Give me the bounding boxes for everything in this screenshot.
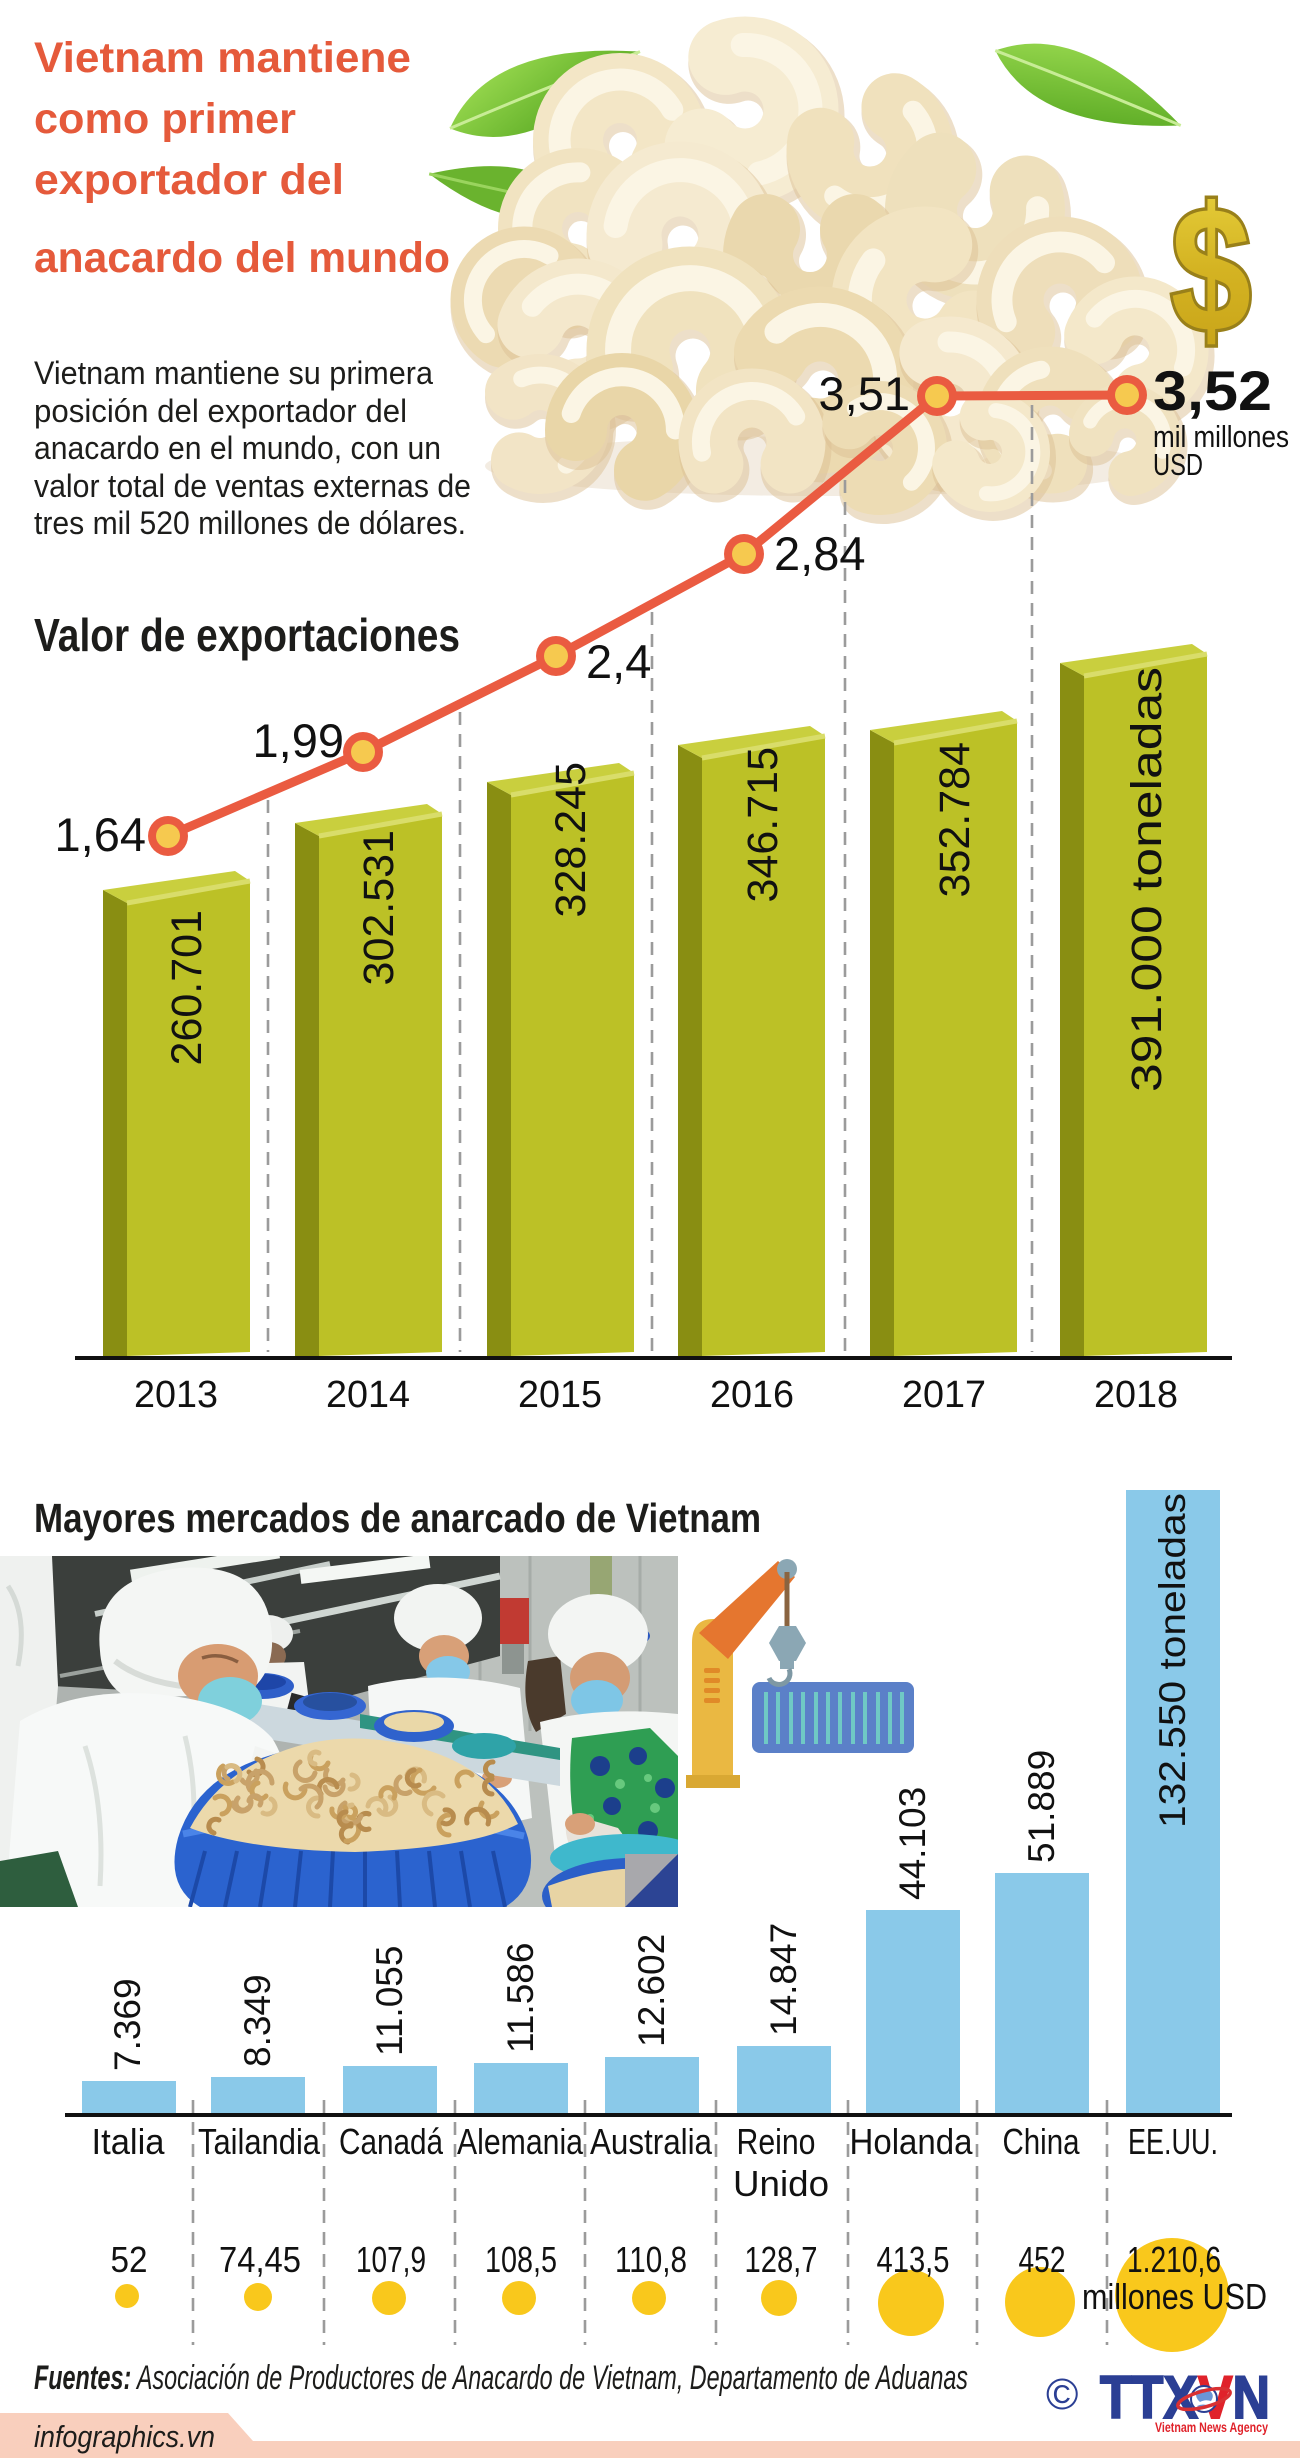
svg-text:Vietnam News Agency: Vietnam News Agency [1155,2419,1268,2435]
svg-text:Holanda: Holanda [850,2121,974,2162]
svg-text:11.586: 11.586 [500,1943,541,2053]
svg-text:TTXVN: TTXVN [1100,2364,1270,2431]
svg-text:3,52: 3,52 [1153,359,1272,422]
svg-text:anacardo del mundo: anacardo del mundo [34,234,450,282]
svg-text:44.103: 44.103 [892,1787,933,1900]
svg-text:Fuentes: Asociación de Product: Fuentes: Asociación de Productores de An… [34,2359,968,2397]
svg-text:132.550 toneladas: 132.550 toneladas [1152,1493,1193,1828]
svg-text:2017: 2017 [902,1374,986,1416]
svg-text:Australia: Australia [590,2121,713,2162]
svg-text:Valor de exportaciones: Valor de exportaciones [34,609,460,661]
svg-text:mil millones: mil millones [1153,419,1289,454]
svg-text:posición del exportador del: posición del exportador del [34,393,407,429]
svg-text:52: 52 [111,2239,148,2280]
svg-text:1.210,6: 1.210,6 [1127,2239,1221,2280]
svg-text:China: China [1003,2121,1081,2162]
svg-text:346.715: 346.715 [739,747,787,902]
svg-text:11.055: 11.055 [369,1946,410,2056]
svg-text:2018: 2018 [1094,1374,1178,1416]
svg-text:Vietnam mantiene su primera: Vietnam mantiene su primera [34,355,433,391]
svg-text:108,5: 108,5 [485,2239,557,2280]
svg-text:1,64: 1,64 [55,808,146,861]
svg-text:$: $ [1171,171,1251,370]
svg-text:110,8: 110,8 [615,2239,687,2280]
svg-text:352.784: 352.784 [931,742,979,897]
svg-text:302.531: 302.531 [355,830,403,985]
svg-text:413,5: 413,5 [877,2239,950,2280]
svg-text:USD: USD [1153,447,1203,482]
svg-text:14.847: 14.847 [763,1923,804,2036]
svg-text:7.369: 7.369 [107,1978,148,2071]
svg-text:51.889: 51.889 [1021,1750,1062,1863]
svg-text:128,7: 128,7 [745,2239,818,2280]
svg-text:Vietnam mantiene: Vietnam mantiene [34,34,411,82]
svg-text:1,99: 1,99 [253,714,344,767]
svg-text:8.349: 8.349 [237,1974,278,2067]
svg-text:Reino: Reino [737,2121,816,2162]
svg-text:12.602: 12.602 [631,1934,672,2047]
svg-text:EE.UU.: EE.UU. [1128,2121,1218,2162]
svg-text:millones USD: millones USD [1082,2276,1267,2317]
svg-text:2015: 2015 [518,1374,602,1416]
svg-text:tres mil 520 millones de dólar: tres mil 520 millones de dólares. [34,505,466,541]
svg-text:2,4: 2,4 [586,635,651,688]
svg-text:107,9: 107,9 [356,2239,426,2280]
svg-text:anacardo en el mundo, con un: anacardo en el mundo, con un [34,430,441,466]
svg-text:2014: 2014 [326,1374,410,1416]
svg-text:como primer: como primer [34,95,296,143]
svg-text:2013: 2013 [134,1374,218,1416]
svg-text:exportador del: exportador del [34,156,344,204]
svg-text:©: © [1046,2370,1078,2419]
svg-text:2,84: 2,84 [774,527,865,580]
svg-text:Canadá: Canadá [339,2121,444,2162]
svg-text:valor total de ventas externas: valor total de ventas externas de [34,468,471,504]
svg-text:Alemania: Alemania [457,2121,584,2162]
svg-text:Unido: Unido [733,2163,829,2204]
svg-text:3,51: 3,51 [819,367,910,420]
svg-text:Tailandia: Tailandia [198,2121,321,2162]
svg-text:328.245: 328.245 [547,762,595,917]
svg-text:infographics.vn: infographics.vn [34,2419,215,2454]
svg-text:452: 452 [1019,2239,1066,2280]
svg-text:2016: 2016 [710,1374,794,1416]
svg-text:Italia: Italia [92,2121,166,2162]
svg-text:Mayores mercados de anarcado d: Mayores mercados de anarcado de Vietnam [34,1495,761,1541]
svg-text:260.701: 260.701 [163,910,211,1065]
svg-text:391.000 toneladas: 391.000 toneladas [1123,667,1171,1092]
svg-text:74,45: 74,45 [219,2239,301,2280]
